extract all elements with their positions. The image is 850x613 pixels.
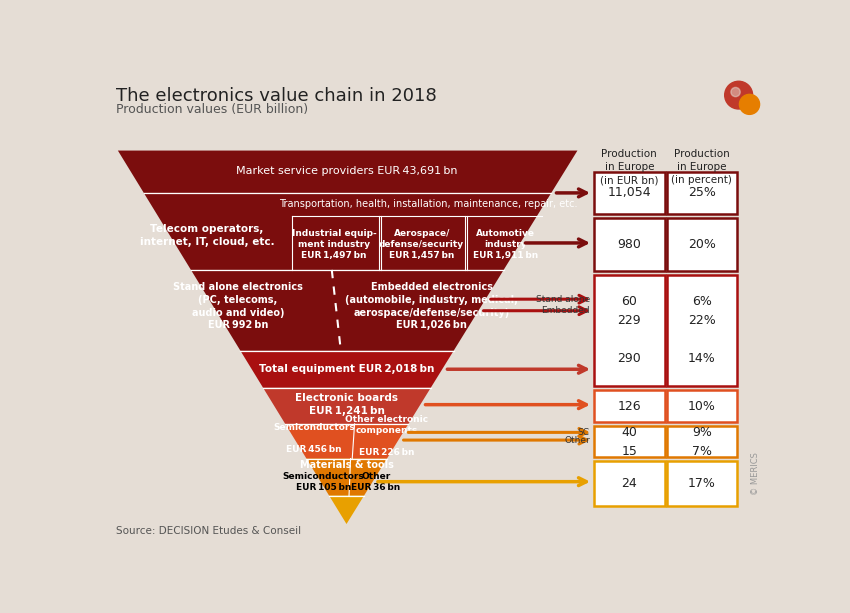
Text: Telecom operators,
internet, IT, cloud, etc.: Telecom operators, internet, IT, cloud, … — [139, 224, 275, 247]
Text: Market service providers EUR 43,691 bn: Market service providers EUR 43,691 bn — [235, 166, 457, 177]
Text: © MERICS: © MERICS — [751, 452, 760, 495]
Text: Transportation, health, installation, maintenance, repair, etc.: Transportation, health, installation, ma… — [279, 199, 577, 210]
FancyBboxPatch shape — [593, 172, 665, 214]
Text: Production
in Europe
(in EUR bn): Production in Europe (in EUR bn) — [600, 149, 659, 185]
Text: Semiconductors
EUR 105 bn: Semiconductors EUR 105 bn — [282, 471, 365, 492]
FancyBboxPatch shape — [593, 461, 665, 506]
Text: Embedded: Embedded — [541, 306, 590, 315]
Text: Source: DECISION Etudes & Conseil: Source: DECISION Etudes & Conseil — [116, 525, 301, 536]
Text: 126: 126 — [618, 400, 641, 413]
Circle shape — [740, 94, 760, 115]
FancyBboxPatch shape — [666, 275, 737, 386]
Text: Electronic boards
EUR 1,241 bn: Electronic boards EUR 1,241 bn — [295, 393, 399, 416]
Text: Other
EUR 36 bn: Other EUR 36 bn — [351, 471, 400, 492]
FancyBboxPatch shape — [666, 218, 737, 271]
Text: Total equipment EUR 2,018 bn: Total equipment EUR 2,018 bn — [259, 364, 434, 375]
FancyBboxPatch shape — [593, 390, 665, 422]
Polygon shape — [191, 270, 504, 351]
Text: 980: 980 — [617, 238, 641, 251]
FancyBboxPatch shape — [666, 426, 737, 457]
Text: 25%: 25% — [688, 186, 716, 199]
FancyBboxPatch shape — [666, 390, 737, 422]
FancyBboxPatch shape — [666, 461, 737, 506]
Text: Production
in Europe
(in percent): Production in Europe (in percent) — [672, 149, 732, 185]
Text: 10%: 10% — [688, 400, 716, 413]
Polygon shape — [144, 193, 552, 270]
Polygon shape — [241, 351, 454, 387]
Text: 9%
7%: 9% 7% — [692, 425, 711, 458]
Text: Automotive
industry
EUR 1,911 bn: Automotive industry EUR 1,911 bn — [473, 229, 538, 260]
Polygon shape — [286, 424, 408, 459]
FancyBboxPatch shape — [593, 426, 665, 457]
Text: The electronics value chain in 2018: The electronics value chain in 2018 — [116, 88, 436, 105]
Text: Other electronic
components

EUR 226 bn: Other electronic components EUR 226 bn — [345, 415, 428, 457]
Text: 17%: 17% — [688, 477, 716, 490]
Circle shape — [725, 82, 752, 109]
Text: Production values (EUR billion): Production values (EUR billion) — [116, 103, 308, 116]
Text: 60
229

290: 60 229 290 — [617, 295, 641, 365]
Text: Other: Other — [564, 436, 590, 444]
Circle shape — [731, 88, 740, 97]
Text: SC: SC — [578, 428, 590, 437]
Text: Industrial equip-
ment industry
EUR 1,497 bn: Industrial equip- ment industry EUR 1,49… — [292, 229, 377, 260]
Text: Semiconductors

EUR 456 bn: Semiconductors EUR 456 bn — [274, 423, 355, 454]
Polygon shape — [329, 495, 364, 524]
FancyBboxPatch shape — [593, 218, 665, 271]
Polygon shape — [263, 387, 431, 424]
Text: Stand alone electronics
(PC, telecoms,
audio and video)
EUR 992 bn: Stand alone electronics (PC, telecoms, a… — [173, 282, 303, 330]
FancyBboxPatch shape — [593, 275, 665, 386]
Polygon shape — [307, 459, 387, 495]
Text: Stand alone: Stand alone — [536, 295, 590, 303]
Polygon shape — [118, 151, 577, 193]
Text: Materials & tools: Materials & tools — [300, 460, 394, 470]
Text: 40
15: 40 15 — [621, 425, 638, 458]
Text: 11,054: 11,054 — [608, 186, 651, 199]
FancyBboxPatch shape — [666, 172, 737, 214]
Text: 20%: 20% — [688, 238, 716, 251]
Text: 24: 24 — [621, 477, 638, 490]
Text: Embedded electronics
(automobile, industry, medical,
aerospace/defense/security): Embedded electronics (automobile, indust… — [345, 282, 518, 330]
Text: 6%
22%

14%: 6% 22% 14% — [688, 295, 716, 365]
Text: Aerospace/
defense/security
EUR 1,457 bn: Aerospace/ defense/security EUR 1,457 bn — [379, 229, 464, 260]
